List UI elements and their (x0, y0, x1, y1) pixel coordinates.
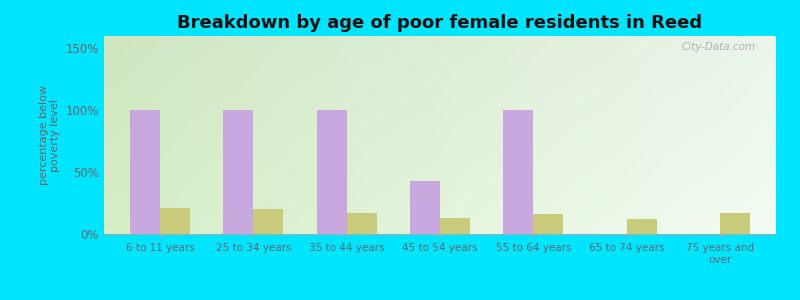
Bar (534, 214, 563, 234)
Bar (160, 208, 190, 234)
Bar (720, 213, 750, 234)
Bar (346, 213, 377, 234)
Bar (317, 110, 346, 234)
Bar (223, 110, 254, 234)
Text: City-Data.com: City-Data.com (682, 42, 756, 52)
Title: Breakdown by age of poor female residents in Reed: Breakdown by age of poor female resident… (178, 14, 702, 32)
Bar (503, 110, 534, 234)
Bar (440, 218, 470, 234)
Bar (130, 110, 160, 234)
Bar (410, 181, 440, 234)
Bar (254, 209, 283, 234)
Bar (626, 219, 657, 234)
Y-axis label: percentage below
poverty level: percentage below poverty level (38, 85, 60, 185)
